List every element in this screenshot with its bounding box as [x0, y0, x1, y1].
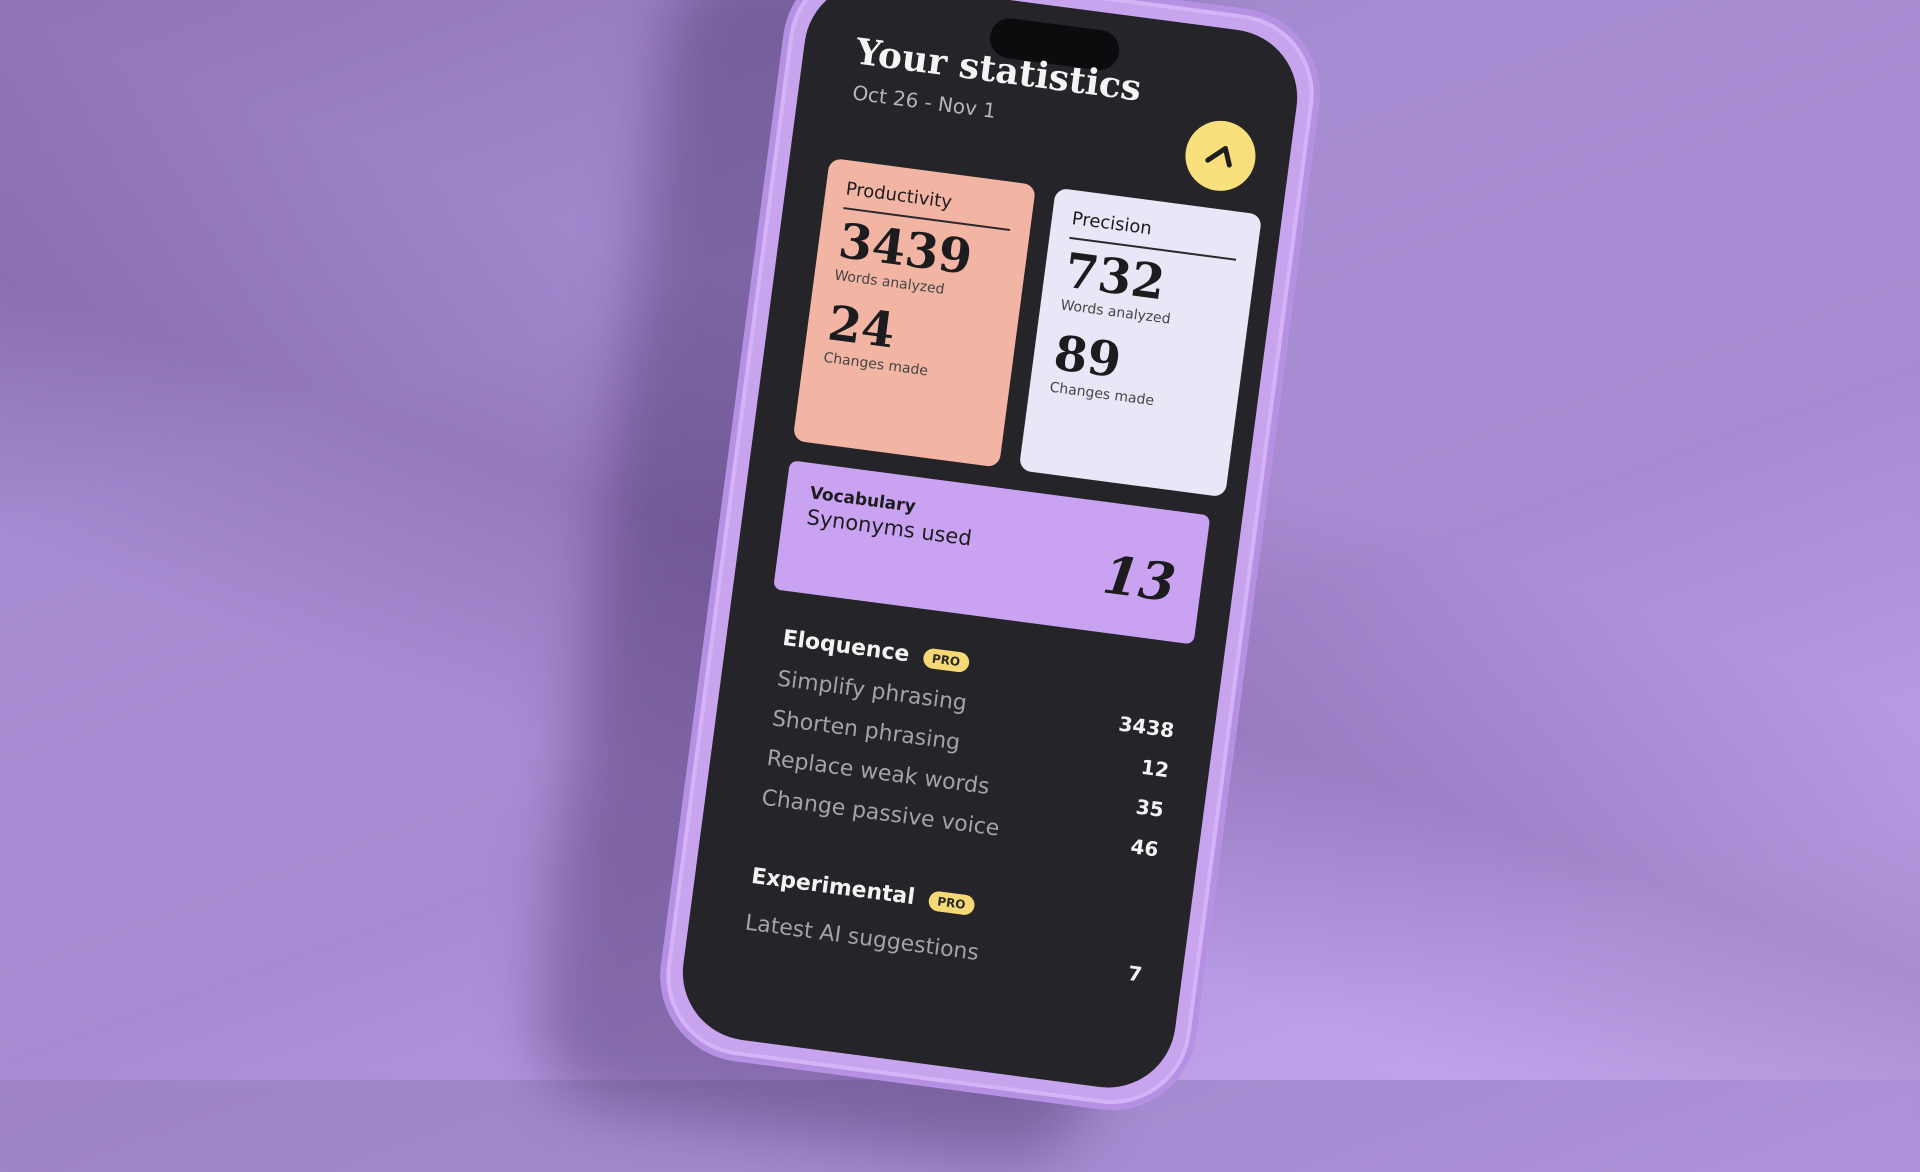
precision-card[interactable]: Precision 732 Words analyzed 89 Changes … — [1018, 187, 1263, 498]
experimental-section: Experimental PRO Latest AI suggestions 7 — [743, 864, 1150, 995]
experimental-title: Experimental — [749, 863, 917, 911]
item-value: 12 — [1139, 754, 1171, 783]
item-value: 7 — [1126, 960, 1144, 987]
pro-badge: PRO — [921, 646, 971, 673]
item-value: 46 — [1129, 834, 1160, 862]
arrow-up-icon — [1205, 145, 1232, 168]
item-value: 35 — [1134, 794, 1166, 822]
vocabulary-card[interactable]: Vocabulary Synonyms used 13 — [773, 460, 1211, 645]
pro-badge: PRO — [927, 889, 976, 916]
app-screen: Your statistics Oct 26 - Nov 1 Productiv… — [674, 0, 1306, 1096]
phone: Your statistics Oct 26 - Nov 1 Productiv… — [649, 0, 1331, 1121]
eloquence-section: Eloquence PRO Simplify phrasing 3438 Short… — [759, 626, 1181, 870]
synonyms-value: 13 — [1099, 544, 1180, 615]
item-value: 3438 — [1117, 711, 1176, 743]
productivity-card[interactable]: Productivity 3439 Words analyzed 24 Chan… — [792, 157, 1037, 468]
item-label: Latest AI suggestions — [743, 909, 981, 966]
action-button[interactable] — [1181, 116, 1260, 196]
